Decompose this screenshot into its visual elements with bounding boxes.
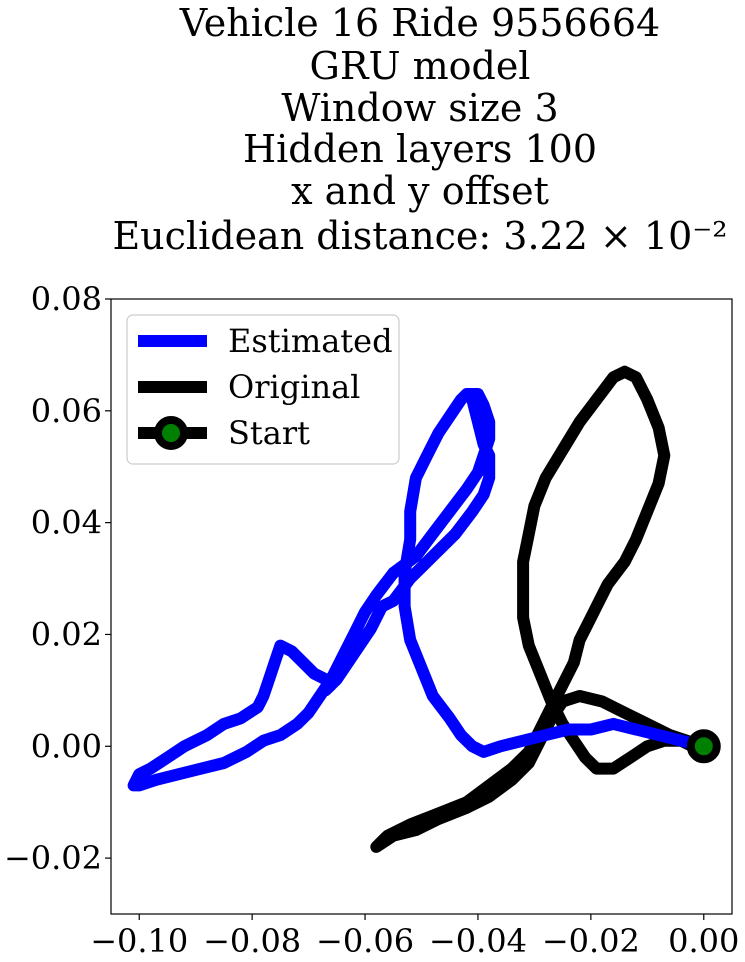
axes-frame bbox=[110, 298, 733, 915]
series-line-original bbox=[370, 365, 710, 853]
title-line: GRU model bbox=[310, 44, 531, 88]
y-tick-label: 0.04 bbox=[31, 504, 102, 542]
legend-start-marker bbox=[154, 416, 188, 450]
title-line: x and y offset bbox=[291, 169, 549, 213]
y-tick-label: 0.06 bbox=[31, 392, 102, 430]
x-tick-label: −0.08 bbox=[203, 922, 301, 960]
x-tick-label: −0.10 bbox=[90, 922, 188, 960]
legend: Estimated Original Start bbox=[126, 314, 400, 465]
series-line-estimated bbox=[127, 388, 710, 792]
x-tick-label: −0.04 bbox=[429, 922, 527, 960]
x-tick-label: −0.06 bbox=[316, 922, 414, 960]
x-tick-label: −0.02 bbox=[542, 922, 640, 960]
legend-label-start: Start bbox=[228, 414, 310, 452]
y-tick-label: −0.02 bbox=[4, 839, 102, 877]
y-tick-label: 0.08 bbox=[31, 280, 102, 318]
plot-area bbox=[127, 365, 721, 853]
legend-label-original: Original bbox=[228, 368, 360, 406]
y-tick-label: 0.00 bbox=[31, 727, 102, 765]
title-line: Window size 3 bbox=[281, 86, 558, 130]
title-line: Vehicle 16 Ride 9556664 bbox=[179, 1, 660, 45]
y-tick-label: 0.02 bbox=[31, 615, 102, 653]
title-line: Euclidean distance: 3.22 × 10⁻² bbox=[112, 214, 727, 258]
title-line: Hidden layers 100 bbox=[243, 127, 597, 171]
x-tick-label: 0.00 bbox=[668, 922, 739, 960]
legend-box bbox=[126, 314, 400, 465]
start-marker bbox=[686, 729, 721, 764]
legend-label-estimated: Estimated bbox=[228, 322, 393, 360]
axes: −0.10 −0.08 −0.06 −0.04 −0.02 0.00 −0.02 0.00 0.… bbox=[4, 280, 739, 960]
